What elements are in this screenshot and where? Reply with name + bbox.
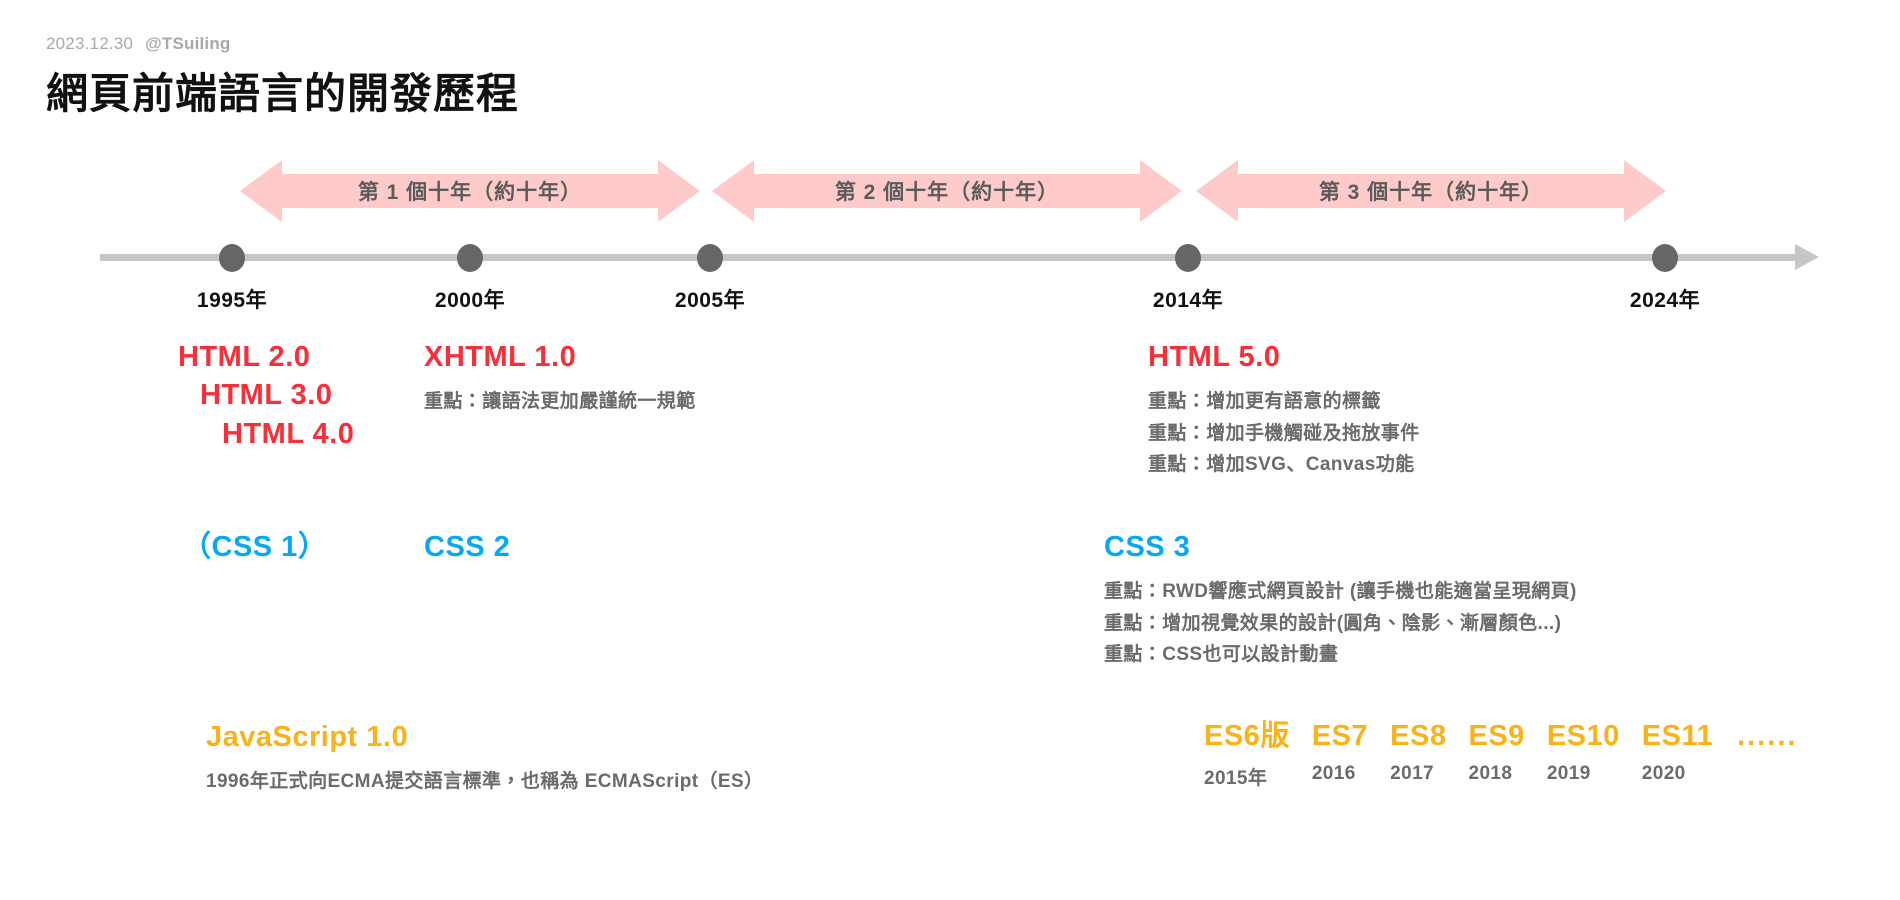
decade-arrow-2: 第 2 個十年（約十年） — [712, 160, 1182, 222]
html5-title: HTML 5.0 — [1148, 341, 1281, 373]
ecmascript-item-es10: ES10 2019 — [1547, 718, 1620, 785]
timeline-year-label: 2005年 — [674, 289, 746, 312]
timeline-year-label: 2000年 — [434, 289, 506, 312]
decade-arrow-3-shape — [1196, 160, 1666, 222]
css3-title: CSS 3 — [1104, 531, 1191, 563]
timeline-dot-icon — [697, 244, 723, 272]
ecmascript-item-more: ...... — [1737, 720, 1797, 753]
html-2-label: HTML 2.0 — [178, 341, 311, 373]
ecmascript-label: ES7 — [1311, 720, 1369, 752]
css1-title: （CSS 1） — [182, 531, 328, 563]
group-css3: CSS 3 重點：RWD響應式網頁設計 (讓手機也能適當呈現網頁) 重點：增加視… — [1104, 528, 1577, 671]
ecmascript-item-es8: ES8 2017 — [1390, 718, 1446, 785]
ecmascript-item-es9: ES9 2018 — [1468, 718, 1524, 785]
header-date: 2023.12.30 — [46, 34, 134, 53]
ecmascript-label: ES11 — [1641, 720, 1714, 752]
javascript-note-1: 1996年正式向ECMA提交語言標準，也稱為 ECMAScript（ES） — [206, 771, 764, 793]
group-ecmascript: ES6版 2015年 ES7 2016 ES8 2017 ES9 2018 ES… — [1204, 718, 1797, 790]
axis-arrowhead-icon — [1795, 244, 1819, 270]
ecmascript-label: ES8 — [1390, 720, 1447, 752]
ecmascript-label: ES10 — [1546, 720, 1620, 752]
axis-line — [100, 254, 1800, 261]
timeline-year-label: 2014年 — [1152, 289, 1224, 312]
timeline-dot-icon — [1652, 244, 1678, 272]
ecmascript-year: 2020 — [1641, 763, 1686, 785]
html5-note-2: 重點：增加手機觸碰及拖放事件 — [1148, 422, 1420, 444]
css3-note-2: 重點：增加視覺效果的設計(圓角、陰影、漸層顏色...) — [1104, 612, 1562, 634]
ecmascript-item-es7: ES7 2016 — [1312, 718, 1368, 785]
html-3-label: HTML 3.0 — [200, 379, 333, 412]
header-author: @TSuiling — [145, 34, 231, 53]
ecmascript-year: 2017 — [1390, 763, 1435, 785]
css3-note-3: 重點：CSS也可以設計動畫 — [1104, 644, 1339, 666]
timeline-year-label: 1995年 — [196, 289, 268, 312]
group-html5: HTML 5.0 重點：增加更有語意的標籤 重點：增加手機觸碰及拖放事件 重點：… — [1148, 338, 1420, 481]
ecmascript-year: 2018 — [1468, 763, 1513, 785]
css2-title: CSS 2 — [424, 531, 511, 563]
timeline-year-label: 2024年 — [1629, 289, 1701, 312]
ecmascript-year: 2016 — [1311, 763, 1356, 785]
ecmascript-item-es6: ES6版 2015年 — [1204, 718, 1290, 790]
header-meta: 2023.12.30 @TSuiling — [46, 34, 519, 54]
ecmascript-year: 2019 — [1546, 763, 1591, 785]
decade-arrow-3: 第 3 個十年（約十年） — [1196, 160, 1666, 222]
decade-arrow-3-label: 第 3 個十年（約十年） — [1318, 181, 1544, 204]
ecmascript-label: ES6版 — [1204, 720, 1290, 752]
xhtml-title: XHTML 1.0 — [424, 341, 577, 373]
decade-arrow-2-shape — [712, 160, 1182, 222]
html5-note-1: 重點：增加更有語意的標籤 — [1148, 391, 1381, 413]
ecmascript-item-es11: ES11 2020 — [1642, 718, 1713, 785]
timeline-dot-icon — [1175, 244, 1201, 272]
ecmascript-year: 2015年 — [1204, 768, 1268, 790]
group-xhtml: XHTML 1.0 重點：讓語法更加嚴謹統一規範 — [424, 338, 696, 418]
page-title: 網頁前端語言的開發歷程 — [46, 70, 520, 117]
css3-note-1: 重點：RWD響應式網頁設計 (讓手機也能適當呈現網頁) — [1104, 581, 1577, 603]
decade-arrow-row: 第 1 個十年（約十年） 第 2 個十年（約十年） 第 3 個十年（約十年） — [0, 160, 1900, 222]
decade-arrow-1-shape — [240, 160, 700, 222]
header: 2023.12.30 @TSuiling 網頁前端語言的開發歷程 — [46, 34, 519, 121]
group-css2: CSS 2 — [424, 528, 510, 566]
group-javascript: JavaScript 1.0 1996年正式向ECMA提交語言標準，也稱為 EC… — [206, 718, 763, 798]
decade-arrow-1: 第 1 個十年（約十年） — [240, 160, 700, 222]
group-css1: （CSS 1） — [182, 528, 327, 566]
html-4-label: HTML 4.0 — [222, 417, 355, 450]
ecmascript-ellipsis: ...... — [1737, 720, 1798, 752]
group-html-early: HTML 2.0 HTML 3.0 HTML 4.0 — [178, 338, 354, 453]
timeline-dot-icon — [219, 244, 245, 272]
timeline-dot-icon — [457, 244, 483, 272]
ecmascript-label: ES9 — [1468, 720, 1525, 752]
ecmascript-version-row: ES6版 2015年 ES7 2016 ES8 2017 ES9 2018 ES… — [1204, 718, 1797, 790]
decade-arrow-1-label: 第 1 個十年（約十年） — [357, 181, 583, 204]
javascript-title: JavaScript 1.0 — [206, 721, 409, 753]
timeline-axis: 1995年 2000年 2005年 2014年 2024年 — [0, 238, 1900, 318]
html5-note-3: 重點：增加SVG、Canvas功能 — [1148, 454, 1415, 476]
xhtml-note-1: 重點：讓語法更加嚴謹統一規範 — [424, 391, 696, 413]
decade-arrow-2-label: 第 2 個十年（約十年） — [834, 181, 1060, 204]
